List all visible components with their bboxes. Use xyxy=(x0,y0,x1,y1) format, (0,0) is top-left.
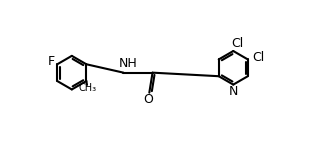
Text: N: N xyxy=(229,85,238,97)
Text: CH₃: CH₃ xyxy=(78,83,96,93)
Text: F: F xyxy=(48,55,55,68)
Text: O: O xyxy=(144,93,154,106)
Text: Cl: Cl xyxy=(231,37,243,50)
Text: NH: NH xyxy=(118,58,137,70)
Text: Cl: Cl xyxy=(252,51,264,64)
